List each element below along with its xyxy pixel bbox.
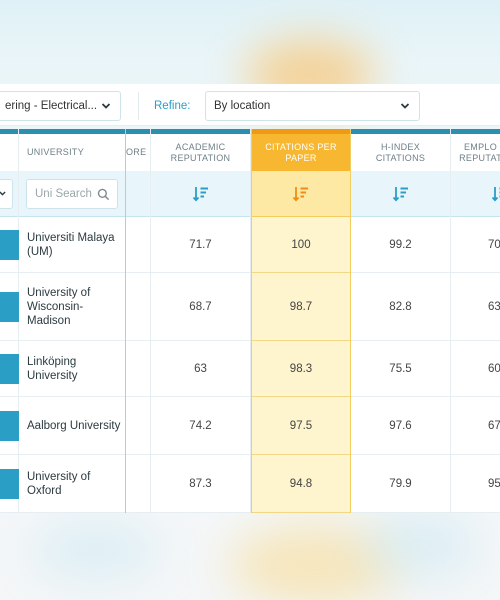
university-header-label: UNIVERSITY xyxy=(27,147,85,157)
university-column: UNIVERSITY Uni Search Universiti Malaya … xyxy=(19,129,126,513)
overall-score-sort-cell xyxy=(126,171,150,217)
table-cell: 79.9 xyxy=(351,455,450,513)
citations-per-paper-sort-cell xyxy=(252,171,350,217)
sort-descending-icon[interactable] xyxy=(292,185,310,203)
subject-dropdown-value: ering - Electrical... xyxy=(5,100,98,112)
chevron-down-icon xyxy=(0,191,6,196)
chevron-down-icon xyxy=(101,103,111,109)
table-cell: 94.8 xyxy=(252,455,350,513)
table-cell: 74.2 xyxy=(151,397,250,455)
table-cell: 98.7 xyxy=(252,273,350,341)
divider xyxy=(138,92,139,120)
overall-score-column-header[interactable]: ORE xyxy=(126,129,150,171)
background-blur-shape xyxy=(360,510,480,580)
employer-reputation-cells: 70 63 60 67 95 xyxy=(451,217,500,513)
rank-badge xyxy=(0,468,19,499)
academic-reputation-column: ACADEMIC REPUTATION 71.7 68.7 63 74.2 87… xyxy=(151,129,251,513)
table-row xyxy=(0,455,19,513)
location-dropdown-value: By location xyxy=(214,100,271,112)
table-row xyxy=(126,273,150,341)
rank-badge xyxy=(0,229,19,260)
table-cell: 63 xyxy=(151,341,250,397)
table-row xyxy=(0,273,19,341)
h-index-citations-column: H-INDEX CITATIONS 99.2 82.8 75.5 97.6 79… xyxy=(351,129,451,513)
chevron-down-icon xyxy=(400,103,410,109)
table-cell: 60 xyxy=(451,341,500,397)
rank-column-header xyxy=(0,129,18,171)
table-cell: 63 xyxy=(451,273,500,341)
overall-score-cells xyxy=(126,217,150,513)
rank-cells xyxy=(0,217,19,513)
university-name[interactable]: University of Oxford xyxy=(19,455,125,513)
table-cell: 98.3 xyxy=(252,341,350,397)
table-row xyxy=(126,217,150,273)
sort-descending-icon[interactable] xyxy=(392,185,410,203)
rankings-table: UNIVERSITY Uni Search Universiti Malaya … xyxy=(0,129,500,513)
location-dropdown[interactable]: By location xyxy=(205,91,420,121)
sort-descending-icon[interactable] xyxy=(192,185,210,203)
rank-badge xyxy=(0,410,19,441)
h-index-citations-column-header[interactable]: H-INDEX CITATIONS xyxy=(351,129,450,171)
table-cell: 95 xyxy=(451,455,500,513)
university-name[interactable]: University of Wisconsin-Madison xyxy=(19,273,125,341)
table-cell: 99.2 xyxy=(351,217,450,273)
table-row xyxy=(0,397,19,455)
h-index-header-label: H-INDEX CITATIONS xyxy=(375,141,426,163)
academic-reputation-sort-cell xyxy=(151,171,250,217)
table-row xyxy=(126,397,150,455)
table-row xyxy=(0,217,19,273)
rank-column xyxy=(0,129,19,513)
table-cell: 97.5 xyxy=(252,397,350,455)
uni-search-input[interactable]: Uni Search xyxy=(26,178,118,209)
h-index-sort-cell xyxy=(351,171,450,217)
university-column-header[interactable]: UNIVERSITY xyxy=(19,129,125,171)
citations-per-paper-header-label: CITATIONS PER PAPER xyxy=(265,141,337,163)
university-cells: Universiti Malaya (UM) University of Wis… xyxy=(19,217,125,513)
refine-label: Refine: xyxy=(154,100,191,112)
employer-reputation-column-header[interactable]: EMPLO REPUTAT xyxy=(451,129,500,171)
rank-filter-dropdown[interactable] xyxy=(0,179,13,209)
table-cell: 75.5 xyxy=(351,341,450,397)
table-row xyxy=(126,455,150,513)
university-name[interactable]: Universiti Malaya (UM) xyxy=(19,217,125,273)
employer-reputation-sort-cell xyxy=(451,171,500,217)
table-row xyxy=(126,341,150,397)
table-cell: 87.3 xyxy=(151,455,250,513)
filter-bar: ering - Electrical... Refine: By locatio… xyxy=(0,84,500,126)
overall-score-header-label: ORE xyxy=(126,147,147,157)
university-name[interactable]: Aalborg University xyxy=(19,397,125,455)
table-cell: 100 xyxy=(252,217,350,273)
uni-search-placeholder: Uni Search xyxy=(35,187,92,200)
table-cell: 71.7 xyxy=(151,217,250,273)
employer-reputation-column: EMPLO REPUTAT 70 63 60 67 95 xyxy=(451,129,500,513)
employer-reputation-header-label: EMPLO REPUTAT xyxy=(459,141,500,163)
background-blur-shape xyxy=(30,520,160,580)
rank-badge xyxy=(0,291,19,322)
overall-score-column: ORE xyxy=(126,129,151,513)
h-index-cells: 99.2 82.8 75.5 97.6 79.9 xyxy=(351,217,450,513)
academic-reputation-header-label: ACADEMIC REPUTATION xyxy=(170,141,231,163)
citations-per-paper-column: CITATIONS PER PAPER 100 98.7 98.3 97.5 9… xyxy=(251,129,351,513)
academic-reputation-column-header[interactable]: ACADEMIC REPUTATION xyxy=(151,129,250,171)
table-cell: 97.6 xyxy=(351,397,450,455)
rank-filter-cell xyxy=(0,171,18,217)
subject-dropdown[interactable]: ering - Electrical... xyxy=(0,91,121,121)
table-row xyxy=(0,341,19,397)
table-cell: 67 xyxy=(451,397,500,455)
table-cell: 70 xyxy=(451,217,500,273)
rank-badge xyxy=(0,353,19,384)
university-name[interactable]: Linköping University xyxy=(19,341,125,397)
citations-per-paper-cells: 100 98.7 98.3 97.5 94.8 xyxy=(252,217,350,513)
search-icon xyxy=(97,188,110,200)
table-cell: 68.7 xyxy=(151,273,250,341)
sort-descending-icon[interactable] xyxy=(491,185,500,203)
academic-reputation-cells: 71.7 68.7 63 74.2 87.3 xyxy=(151,217,250,513)
citations-per-paper-column-header[interactable]: CITATIONS PER PAPER xyxy=(252,129,350,171)
university-search-cell: Uni Search xyxy=(19,171,125,217)
table-cell: 82.8 xyxy=(351,273,450,341)
